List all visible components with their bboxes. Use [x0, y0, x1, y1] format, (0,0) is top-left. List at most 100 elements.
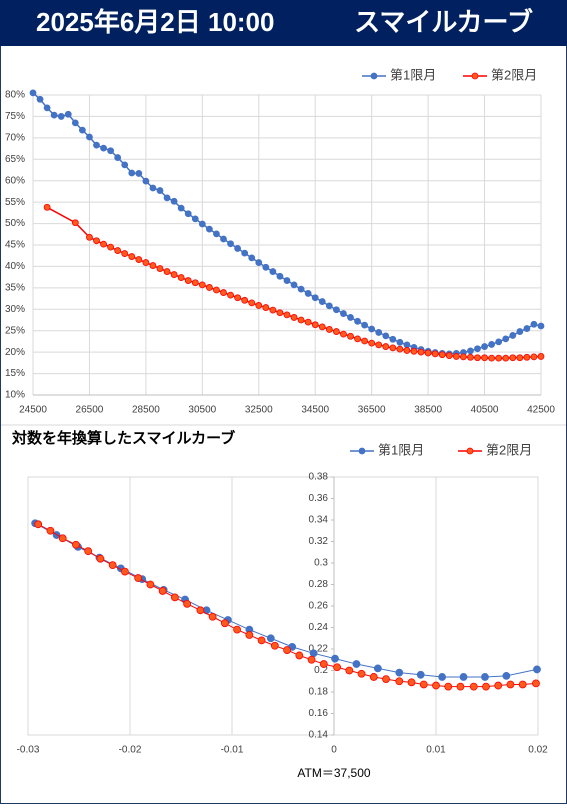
- data-point: [459, 353, 467, 361]
- data-point: [354, 335, 361, 343]
- x-axis-label: ATM＝37,500: [297, 766, 370, 780]
- x-tick-label: 32500: [245, 405, 273, 416]
- header-title: スマイルカーブ: [354, 7, 533, 37]
- data-point: [283, 277, 291, 284]
- data-point: [93, 237, 100, 245]
- data-point: [481, 354, 488, 362]
- data-point: [482, 682, 490, 691]
- data-point: [283, 311, 291, 319]
- data-point: [43, 104, 51, 112]
- data-point: [183, 599, 192, 608]
- data-point: [432, 681, 440, 690]
- legend-marker: [370, 72, 378, 80]
- data-point: [142, 177, 150, 185]
- data-point: [270, 641, 279, 650]
- data-point: [467, 353, 474, 361]
- data-point: [396, 345, 404, 353]
- data-point: [309, 649, 318, 658]
- data-point: [333, 663, 341, 672]
- x-tick-label: 42500: [527, 405, 555, 416]
- data-point: [114, 154, 122, 161]
- y-tick-label: 0.16: [309, 708, 329, 719]
- data-point: [516, 328, 524, 335]
- data-point: [220, 289, 227, 296]
- data-point: [96, 554, 105, 563]
- x-tick-label: 0.02: [528, 745, 548, 756]
- data-point: [361, 321, 369, 329]
- data-point: [208, 612, 217, 621]
- data-point: [64, 110, 72, 118]
- data-point: [163, 194, 171, 202]
- data-point: [494, 681, 503, 690]
- data-point: [431, 350, 439, 358]
- x-tick-label: 0: [331, 745, 337, 756]
- data-point: [36, 95, 44, 103]
- y-tick-label: 0.24: [309, 622, 329, 633]
- data-point: [502, 335, 510, 343]
- data-point: [128, 169, 136, 177]
- x-tick-label: 28500: [132, 405, 160, 416]
- legend-label: 第1限月: [378, 442, 424, 457]
- data-point: [248, 254, 256, 262]
- data-point: [276, 272, 284, 280]
- data-point: [495, 354, 503, 362]
- data-point: [533, 665, 541, 674]
- data-point: [86, 233, 93, 241]
- legend-label: 第1限月: [390, 67, 436, 82]
- data-point: [156, 187, 164, 194]
- data-point: [86, 133, 93, 141]
- data-point: [121, 567, 129, 576]
- data-point: [488, 354, 496, 362]
- data-point: [170, 197, 178, 205]
- legend-marker: [466, 447, 474, 455]
- data-point: [417, 348, 425, 356]
- data-point: [191, 215, 199, 223]
- y-tick-label: 60%: [5, 175, 25, 186]
- y-tick-label: 35%: [5, 282, 25, 293]
- data-point: [156, 265, 164, 272]
- x-tick-label: -0.03: [17, 745, 40, 756]
- data-point: [128, 253, 136, 260]
- y-tick-label: 55%: [5, 197, 25, 208]
- data-point: [424, 349, 432, 357]
- data-point: [266, 634, 275, 643]
- y-tick-label: 0.26: [309, 601, 329, 612]
- data-point: [444, 682, 453, 691]
- y-tick-label: 0.28: [309, 579, 329, 590]
- chart-title: 対数を年換算したスマイルカーブ: [11, 429, 235, 447]
- data-point: [395, 677, 404, 686]
- data-point: [474, 345, 481, 353]
- data-point: [100, 144, 107, 152]
- data-point: [257, 636, 266, 645]
- data-point: [389, 335, 397, 343]
- data-point: [368, 339, 376, 347]
- y-tick-label: 30%: [5, 304, 25, 315]
- x-tick-label: 36500: [358, 405, 386, 416]
- data-point: [481, 673, 489, 681]
- data-point: [93, 141, 100, 149]
- data-point: [340, 330, 347, 338]
- data-point: [375, 329, 383, 336]
- y-tick-label: 0.2: [314, 665, 328, 676]
- data-point: [196, 606, 205, 615]
- x-tick-label: -0.02: [119, 745, 142, 756]
- data-point: [416, 670, 425, 679]
- data-point: [537, 322, 545, 330]
- data-point: [419, 680, 428, 689]
- data-point: [198, 220, 206, 228]
- data-point: [114, 247, 122, 254]
- data-point: [318, 323, 326, 331]
- data-point: [46, 526, 55, 535]
- y-tick-label: 0.38: [309, 472, 329, 483]
- data-point: [149, 184, 157, 192]
- data-point: [481, 343, 488, 350]
- data-point: [509, 332, 517, 339]
- data-point: [34, 520, 43, 529]
- data-point: [297, 316, 305, 324]
- data-point: [170, 271, 178, 278]
- data-point: [163, 268, 171, 275]
- y-tick-label: 25%: [5, 325, 25, 336]
- data-point: [227, 291, 234, 299]
- data-point: [516, 354, 524, 362]
